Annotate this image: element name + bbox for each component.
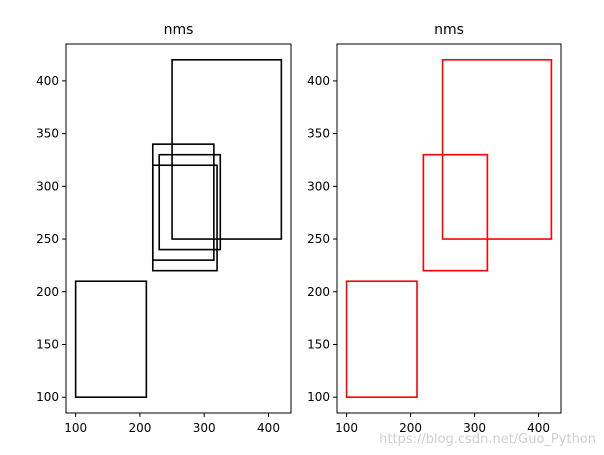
left-axes-frame xyxy=(65,43,292,414)
left-y-tick-label-350: 350 xyxy=(36,127,59,141)
right-x-tick-label-100: 100 xyxy=(335,421,358,435)
right-x-tick-label-200: 200 xyxy=(399,421,422,435)
right-plot-title: nms xyxy=(434,22,464,38)
left-y-tick-label-150: 150 xyxy=(36,337,59,351)
right-y-tick-label-250: 250 xyxy=(307,232,330,246)
left-y-tick-label-100: 100 xyxy=(36,390,59,404)
left-y-ticks: 100 150 200 250 300 350 400 xyxy=(36,74,66,404)
left-y-tick-label-300: 300 xyxy=(36,179,59,193)
left-x-ticks: 100 200 300 400 xyxy=(64,413,280,435)
left-y-tick-label-250: 250 xyxy=(36,232,59,246)
right-axes-frame xyxy=(336,43,562,414)
left-box-1 xyxy=(171,59,283,240)
right-box-0 xyxy=(345,280,418,398)
left-boxes xyxy=(74,59,283,398)
watermark-text: https://blog.csdn.net/Guo_Python xyxy=(379,432,596,447)
left-box-0 xyxy=(74,280,148,398)
left-x-tick-label-300: 300 xyxy=(193,421,216,435)
left-x-tick-label-200: 200 xyxy=(128,421,151,435)
right-x-ticks: 100 200 300 400 xyxy=(335,413,550,435)
right-x-tick-label-300: 300 xyxy=(463,421,486,435)
left-x-tick-label-400: 400 xyxy=(257,421,280,435)
right-y-tick-label-150: 150 xyxy=(307,337,330,351)
right-box-1 xyxy=(441,59,553,240)
right-y-ticks: 100 150 200 250 300 350 400 xyxy=(307,74,337,404)
right-y-tick-label-300: 300 xyxy=(307,179,330,193)
right-boxes xyxy=(345,59,553,398)
left-box-3 xyxy=(158,153,222,251)
right-plot: 100 200 300 400 100 150 200 250 300 350 400 nms xyxy=(307,22,562,435)
left-box-4 xyxy=(151,143,215,261)
left-y-tick-label-200: 200 xyxy=(36,285,59,299)
left-x-tick-label-100: 100 xyxy=(64,421,87,435)
left-y-tick-label-400: 400 xyxy=(36,74,59,88)
left-plot-title: nms xyxy=(164,22,194,38)
right-x-tick-label-400: 400 xyxy=(527,421,550,435)
right-y-tick-label-400: 400 xyxy=(307,74,330,88)
right-y-tick-label-200: 200 xyxy=(307,285,330,299)
right-box-2 xyxy=(422,153,489,272)
right-y-tick-label-350: 350 xyxy=(307,127,330,141)
left-plot: 100 200 300 400 100 150 200 250 300 350 400 nms xyxy=(36,22,292,435)
right-y-tick-label-100: 100 xyxy=(307,390,330,404)
